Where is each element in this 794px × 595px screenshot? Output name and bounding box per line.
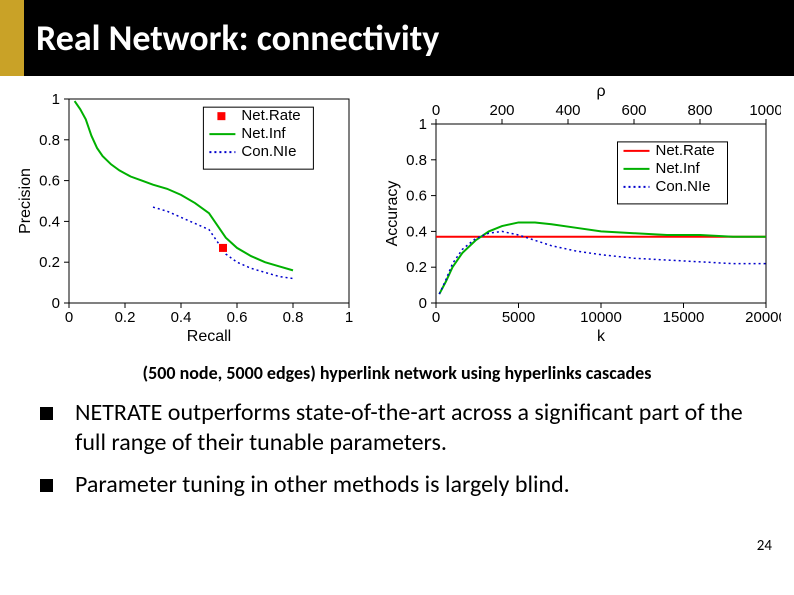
svg-text:1: 1 xyxy=(51,91,59,108)
bullet-item: NETRATE outperforms state-of-the-art acr… xyxy=(40,398,764,458)
title-bar: Real Network: connectivity xyxy=(0,0,794,76)
svg-text:1: 1 xyxy=(344,309,352,326)
bullet-marker-icon xyxy=(40,407,53,420)
svg-text:k: k xyxy=(597,328,606,345)
precision-recall-chart: 0 0.2 0.4 0.6 0.8 1 0 0.2 0.4 0.6 0.8 1 Recall Precis… xyxy=(14,84,364,354)
svg-text:0.2: 0.2 xyxy=(114,309,135,326)
svg-text:0: 0 xyxy=(64,309,72,326)
bullet-text: NETRATE outperforms state-of-the-art acr… xyxy=(75,398,764,458)
bullet-text: Parameter tuning in other methods is lar… xyxy=(75,470,570,500)
svg-text:15000: 15000 xyxy=(662,309,704,326)
svg-text:400: 400 xyxy=(555,102,580,119)
bullet-list: NETRATE outperforms state-of-the-art acr… xyxy=(0,398,794,500)
accent-block xyxy=(0,0,24,76)
svg-text:0.8: 0.8 xyxy=(39,132,60,149)
svg-text:0.8: 0.8 xyxy=(406,152,427,169)
slide-title: Real Network: connectivity xyxy=(36,16,439,60)
svg-text:0.2: 0.2 xyxy=(39,254,60,271)
bullet-item: Parameter tuning in other methods is lar… xyxy=(40,470,764,500)
svg-text:0: 0 xyxy=(431,309,439,326)
svg-text:200: 200 xyxy=(489,102,514,119)
svg-text:Con.NIe: Con.NIe xyxy=(241,143,296,160)
bullet-marker-icon xyxy=(40,479,53,492)
svg-text:Net.Inf: Net.Inf xyxy=(241,125,286,142)
svg-text:ρ: ρ xyxy=(596,84,605,100)
svg-text:10000: 10000 xyxy=(580,309,622,326)
svg-text:0.8: 0.8 xyxy=(282,309,303,326)
svg-text:600: 600 xyxy=(621,102,646,119)
svg-text:1000: 1000 xyxy=(749,102,781,119)
charts-row: 00.20.40.60.8100.20.40.60.81RecallPrecis… xyxy=(0,76,794,354)
svg-text:Net.Rate: Net.Rate xyxy=(655,142,714,159)
svg-text:0.6: 0.6 xyxy=(406,188,427,205)
svg-text:800: 800 xyxy=(687,102,712,119)
svg-text:0.4: 0.4 xyxy=(406,223,427,240)
svg-text:0.4: 0.4 xyxy=(39,213,60,230)
svg-text:Net.Inf: Net.Inf xyxy=(655,160,700,177)
svg-text:0.6: 0.6 xyxy=(39,173,60,190)
svg-text:0: 0 xyxy=(431,102,439,119)
svg-text:5000: 5000 xyxy=(501,309,534,326)
svg-text:0: 0 xyxy=(51,295,59,312)
svg-text:0.2: 0.2 xyxy=(406,259,427,276)
svg-text:Precision: Precision xyxy=(17,168,34,234)
svg-text:Net.Rate: Net.Rate xyxy=(241,107,300,124)
svg-text:Con.NIe: Con.NIe xyxy=(655,178,710,195)
accuracy-k-chart: 0500010000150002000000.20.40.60.81020040… xyxy=(381,84,781,354)
svg-text:0.4: 0.4 xyxy=(170,309,191,326)
chart-caption: (500 node, 5000 edges) hyperlink network… xyxy=(30,362,764,384)
svg-text:0.6: 0.6 xyxy=(226,309,247,326)
svg-text:Accuracy: Accuracy xyxy=(384,181,401,247)
svg-text:0: 0 xyxy=(418,295,426,312)
svg-text:20000: 20000 xyxy=(745,309,781,326)
page-number: 24 xyxy=(757,537,772,555)
svg-text:Recall: Recall xyxy=(186,328,230,345)
svg-text:1: 1 xyxy=(418,116,426,133)
